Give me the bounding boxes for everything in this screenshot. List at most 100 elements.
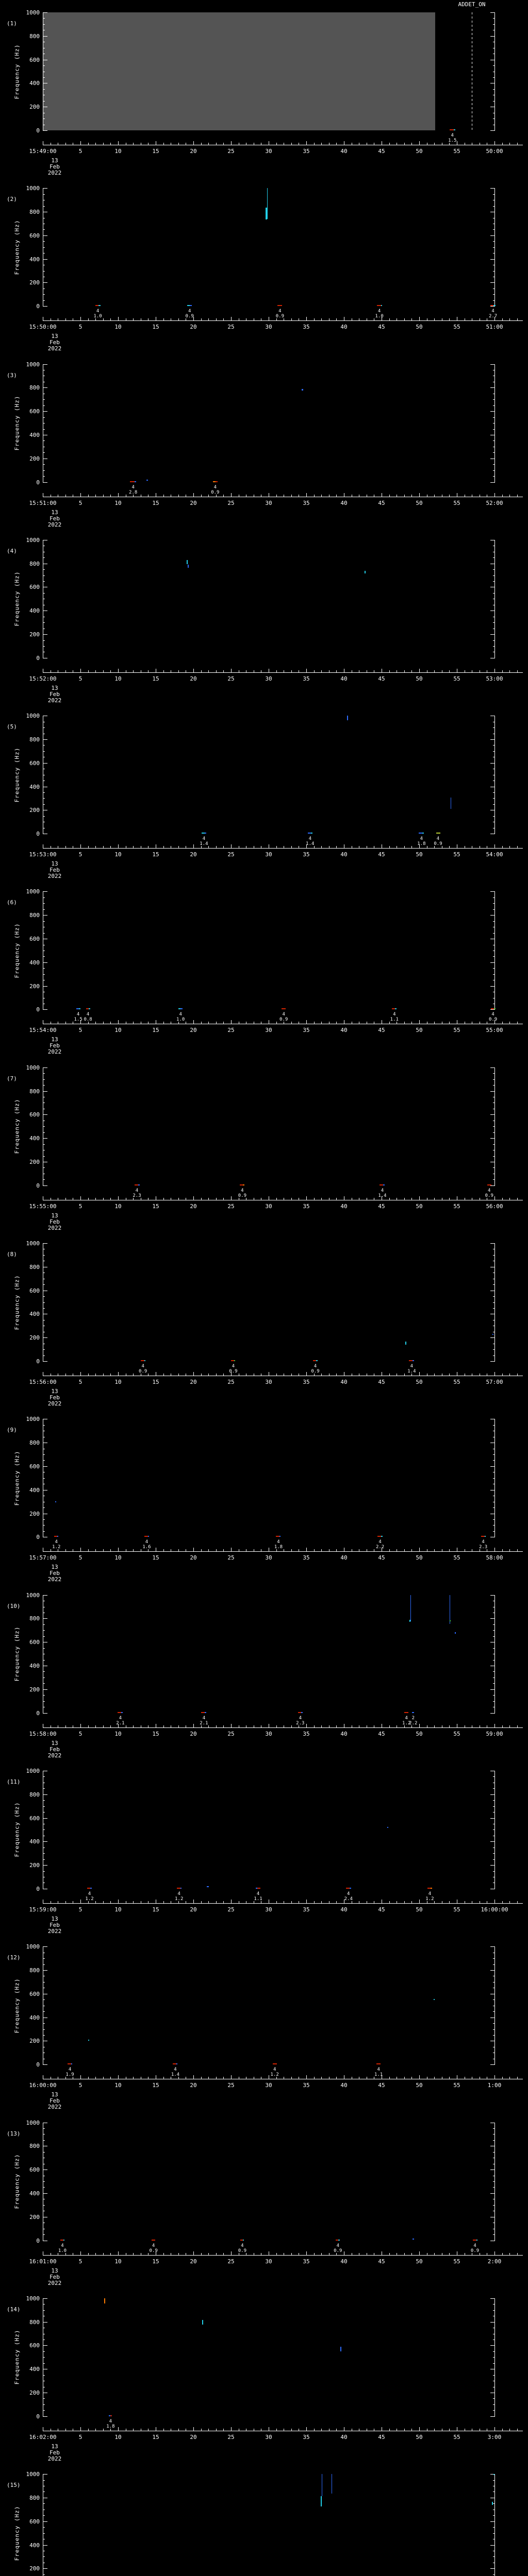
spectrogram-mark xyxy=(409,1619,411,1622)
detection-marker-segment xyxy=(88,1008,90,1010)
x-axis-date-line: 2022 xyxy=(47,1576,62,1583)
y-tick xyxy=(43,1507,45,1509)
y-tick-label: 0 xyxy=(36,1182,40,1189)
x-tick-label: 45 xyxy=(378,2258,385,2265)
x-tick-label: 25 xyxy=(227,2082,235,2089)
x-tick-label: 50 xyxy=(416,2433,423,2441)
y-tick xyxy=(43,235,47,236)
detection-marker-segment xyxy=(392,1008,395,1010)
x-tick xyxy=(404,1197,405,1200)
x-tick xyxy=(306,1196,307,1200)
x-tick-label: 10 xyxy=(114,1379,122,1386)
y-tick-label: 400 xyxy=(29,2541,40,2549)
detection-marker xyxy=(68,2063,73,2065)
x-tick xyxy=(517,1374,518,1376)
y-tick-label: 600 xyxy=(29,936,40,943)
y-axis-right xyxy=(494,12,495,131)
x-tick xyxy=(321,1549,322,1552)
y-tick-label: 0 xyxy=(36,1358,40,1365)
x-tick-label: 15 xyxy=(152,851,159,858)
detection-marker xyxy=(87,1887,92,1889)
x-tick xyxy=(118,141,119,145)
detection-marker-segment xyxy=(68,2063,72,2065)
x-tick-label: 10 xyxy=(114,1554,122,1562)
y-tick xyxy=(493,294,494,295)
y-tick-label: 400 xyxy=(29,2190,40,2197)
y-tick-label: 1000 xyxy=(26,1767,40,1774)
x-tick xyxy=(502,670,503,672)
y-tick xyxy=(493,1519,494,1520)
detection-marker-segment xyxy=(422,833,424,834)
x-tick xyxy=(223,846,224,849)
x-tick xyxy=(389,1549,390,1552)
detection-value-label: 0.9 xyxy=(211,489,220,495)
x-tick xyxy=(216,1549,217,1552)
detection-marker-segment xyxy=(54,1536,58,1537)
x-tick xyxy=(163,318,164,321)
y-tick-label: 400 xyxy=(29,256,40,263)
y-tick xyxy=(490,1009,494,1010)
x-tick xyxy=(193,141,194,145)
y-tick-label: 600 xyxy=(29,1111,40,1118)
detection-value-label: 0.9 xyxy=(275,314,285,319)
y-tick xyxy=(43,962,47,963)
x-tick-label: 30 xyxy=(265,1202,272,1210)
x-tick xyxy=(321,1374,322,1376)
x-tick xyxy=(80,1899,81,1903)
y-tick xyxy=(43,2023,45,2024)
y-tick xyxy=(490,2345,494,2346)
x-tick xyxy=(231,2251,232,2255)
y-tick xyxy=(493,640,494,641)
y-tick xyxy=(490,986,494,987)
panel-index-label: (1) xyxy=(7,20,17,27)
y-tick xyxy=(493,89,494,90)
x-tick-label: 50 xyxy=(416,1202,423,1210)
x-tick xyxy=(208,2077,209,2079)
x-tick xyxy=(231,317,232,321)
detection-marker-segment xyxy=(134,1184,138,1185)
x-tick-label: 10 xyxy=(114,2082,122,2089)
x-tick xyxy=(103,670,104,672)
y-tick xyxy=(493,2181,494,2182)
y-tick-label: 800 xyxy=(29,384,40,392)
x-tick xyxy=(110,2077,111,2079)
y-axis-title: Frequency (Hz) xyxy=(13,571,21,626)
y-tick xyxy=(43,482,47,483)
x-axis xyxy=(43,1903,523,1904)
y-tick-label: 400 xyxy=(29,1311,40,1318)
x-tick-label: 35 xyxy=(303,851,310,858)
x-tick-label: 25 xyxy=(227,2433,235,2441)
x-tick-label: 45 xyxy=(378,148,385,155)
x-tick-label: 55 xyxy=(453,1730,460,1737)
y-tick xyxy=(490,2568,494,2569)
y-tick xyxy=(493,2503,494,2504)
x-tick-label: 20 xyxy=(190,1906,197,1913)
detection-value-label: 2.7 xyxy=(488,314,498,319)
detection-family-label: 4 xyxy=(241,1188,244,1193)
panel-index-label: (9) xyxy=(7,1427,17,1434)
y-tick xyxy=(43,2503,45,2504)
x-tick xyxy=(434,1725,435,1727)
y-tick-label: 0 xyxy=(36,1885,40,1892)
y-tick xyxy=(43,933,45,934)
y-tick-label: 1000 xyxy=(26,1591,40,1599)
detection-marker-segment xyxy=(173,2063,177,2065)
detection-family-label: 4 xyxy=(96,309,100,314)
x-tick xyxy=(502,143,503,145)
x-tick-label: 45 xyxy=(378,324,385,331)
y-tick-label: 0 xyxy=(36,2237,40,2244)
x-tick xyxy=(389,2252,390,2255)
y-tick xyxy=(43,1964,45,1965)
y-tick xyxy=(43,792,45,793)
detection-marker-segment xyxy=(490,305,494,307)
x-tick xyxy=(110,1197,111,1200)
x-tick xyxy=(231,493,232,497)
y-tick xyxy=(43,968,45,969)
x-tick xyxy=(419,2251,420,2255)
detection-value-label: 0.9 xyxy=(488,1017,498,1023)
x-tick-label: 35 xyxy=(303,675,310,682)
x-tick xyxy=(178,1725,179,1727)
x-tick xyxy=(509,318,510,321)
x-start-time-label: 15:52:00 xyxy=(29,675,57,682)
x-tick xyxy=(291,1901,292,1903)
